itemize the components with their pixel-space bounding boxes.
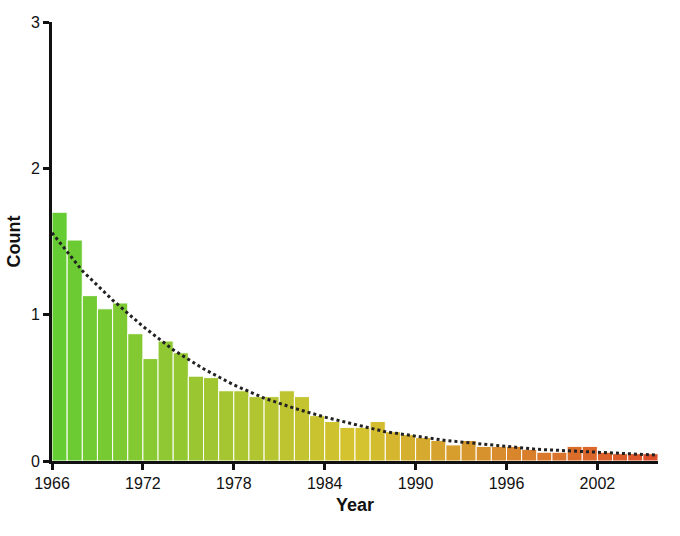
svg-text:1972: 1972 — [125, 475, 161, 492]
svg-text:1990: 1990 — [398, 475, 434, 492]
svg-text:3: 3 — [31, 14, 40, 31]
svg-text:1996: 1996 — [489, 475, 525, 492]
svg-text:1966: 1966 — [34, 475, 70, 492]
svg-text:1984: 1984 — [307, 475, 343, 492]
svg-text:2: 2 — [31, 160, 40, 177]
svg-text:1978: 1978 — [216, 475, 252, 492]
svg-text:Year: Year — [336, 495, 374, 515]
svg-text:2002: 2002 — [580, 475, 616, 492]
svg-text:0: 0 — [31, 453, 40, 470]
svg-text:Count: Count — [4, 216, 24, 268]
svg-text:1: 1 — [31, 306, 40, 323]
